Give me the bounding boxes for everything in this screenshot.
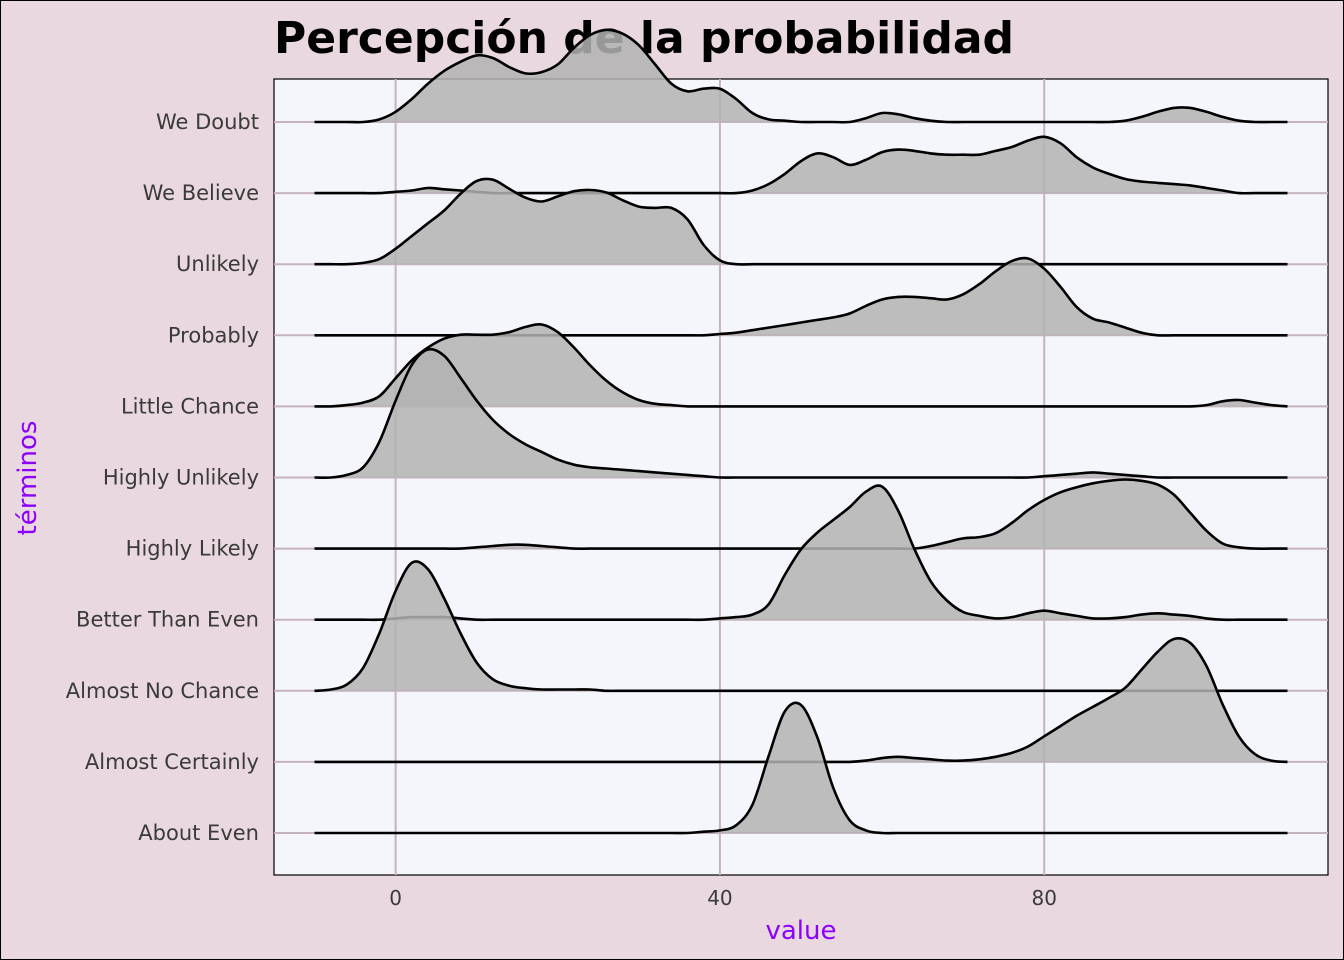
ridge-layer	[314, 28, 1288, 835]
ridge-line	[314, 323, 1288, 408]
y-tick-label: We Believe	[143, 181, 259, 205]
ridge-line	[314, 177, 1288, 266]
ridge-area	[314, 258, 1288, 336]
ridge-area	[314, 561, 1288, 691]
y-tick-label: Better Than Even	[76, 608, 259, 632]
ridge-area	[314, 702, 1288, 834]
ridge-line	[314, 347, 1288, 479]
ridge-line	[314, 28, 1288, 124]
x-tick-label: 0	[389, 886, 402, 910]
y-tick-label: Highly Likely	[126, 537, 259, 561]
ridge-area	[314, 136, 1288, 194]
y-tick-label: Almost Certainly	[85, 750, 259, 774]
ridge-area	[314, 349, 1288, 478]
y-tick-label: Little Chance	[121, 394, 259, 418]
ridge-little-chance	[314, 323, 1288, 408]
ridge-about-even	[314, 701, 1288, 835]
ridge-area	[314, 479, 1288, 549]
y-tick-label: Almost No Chance	[66, 679, 259, 703]
ridge-line	[314, 484, 1288, 622]
ridge-area	[314, 638, 1288, 762]
x-tick-label: 80	[1032, 886, 1057, 910]
y-tick-label: Unlikely	[176, 252, 259, 276]
y-tick-label: Highly Unlikely	[103, 466, 259, 490]
ridge-area	[314, 324, 1288, 407]
ridge-line	[314, 701, 1288, 835]
ridge-area	[314, 29, 1288, 123]
x-tick-labels: 0 40 80	[389, 886, 1057, 910]
x-axis-title: value	[765, 916, 836, 946]
y-tick-label: Probably	[168, 323, 259, 347]
ridge-better-than-even	[314, 484, 1288, 622]
ridge-area	[314, 485, 1288, 620]
ridge-we-doubt	[314, 28, 1288, 124]
y-tick-label: We Doubt	[156, 110, 259, 134]
y-tick-labels: About Even Almost Certainly Almost No Chan…	[66, 110, 259, 845]
y-tick-label: About Even	[138, 821, 259, 845]
ridge-highly-unlikely	[314, 347, 1288, 479]
y-axis-title: términos	[13, 421, 43, 536]
x-tick-label: 40	[707, 886, 732, 910]
ridge-unlikely	[314, 177, 1288, 266]
ridge-area	[314, 178, 1288, 265]
